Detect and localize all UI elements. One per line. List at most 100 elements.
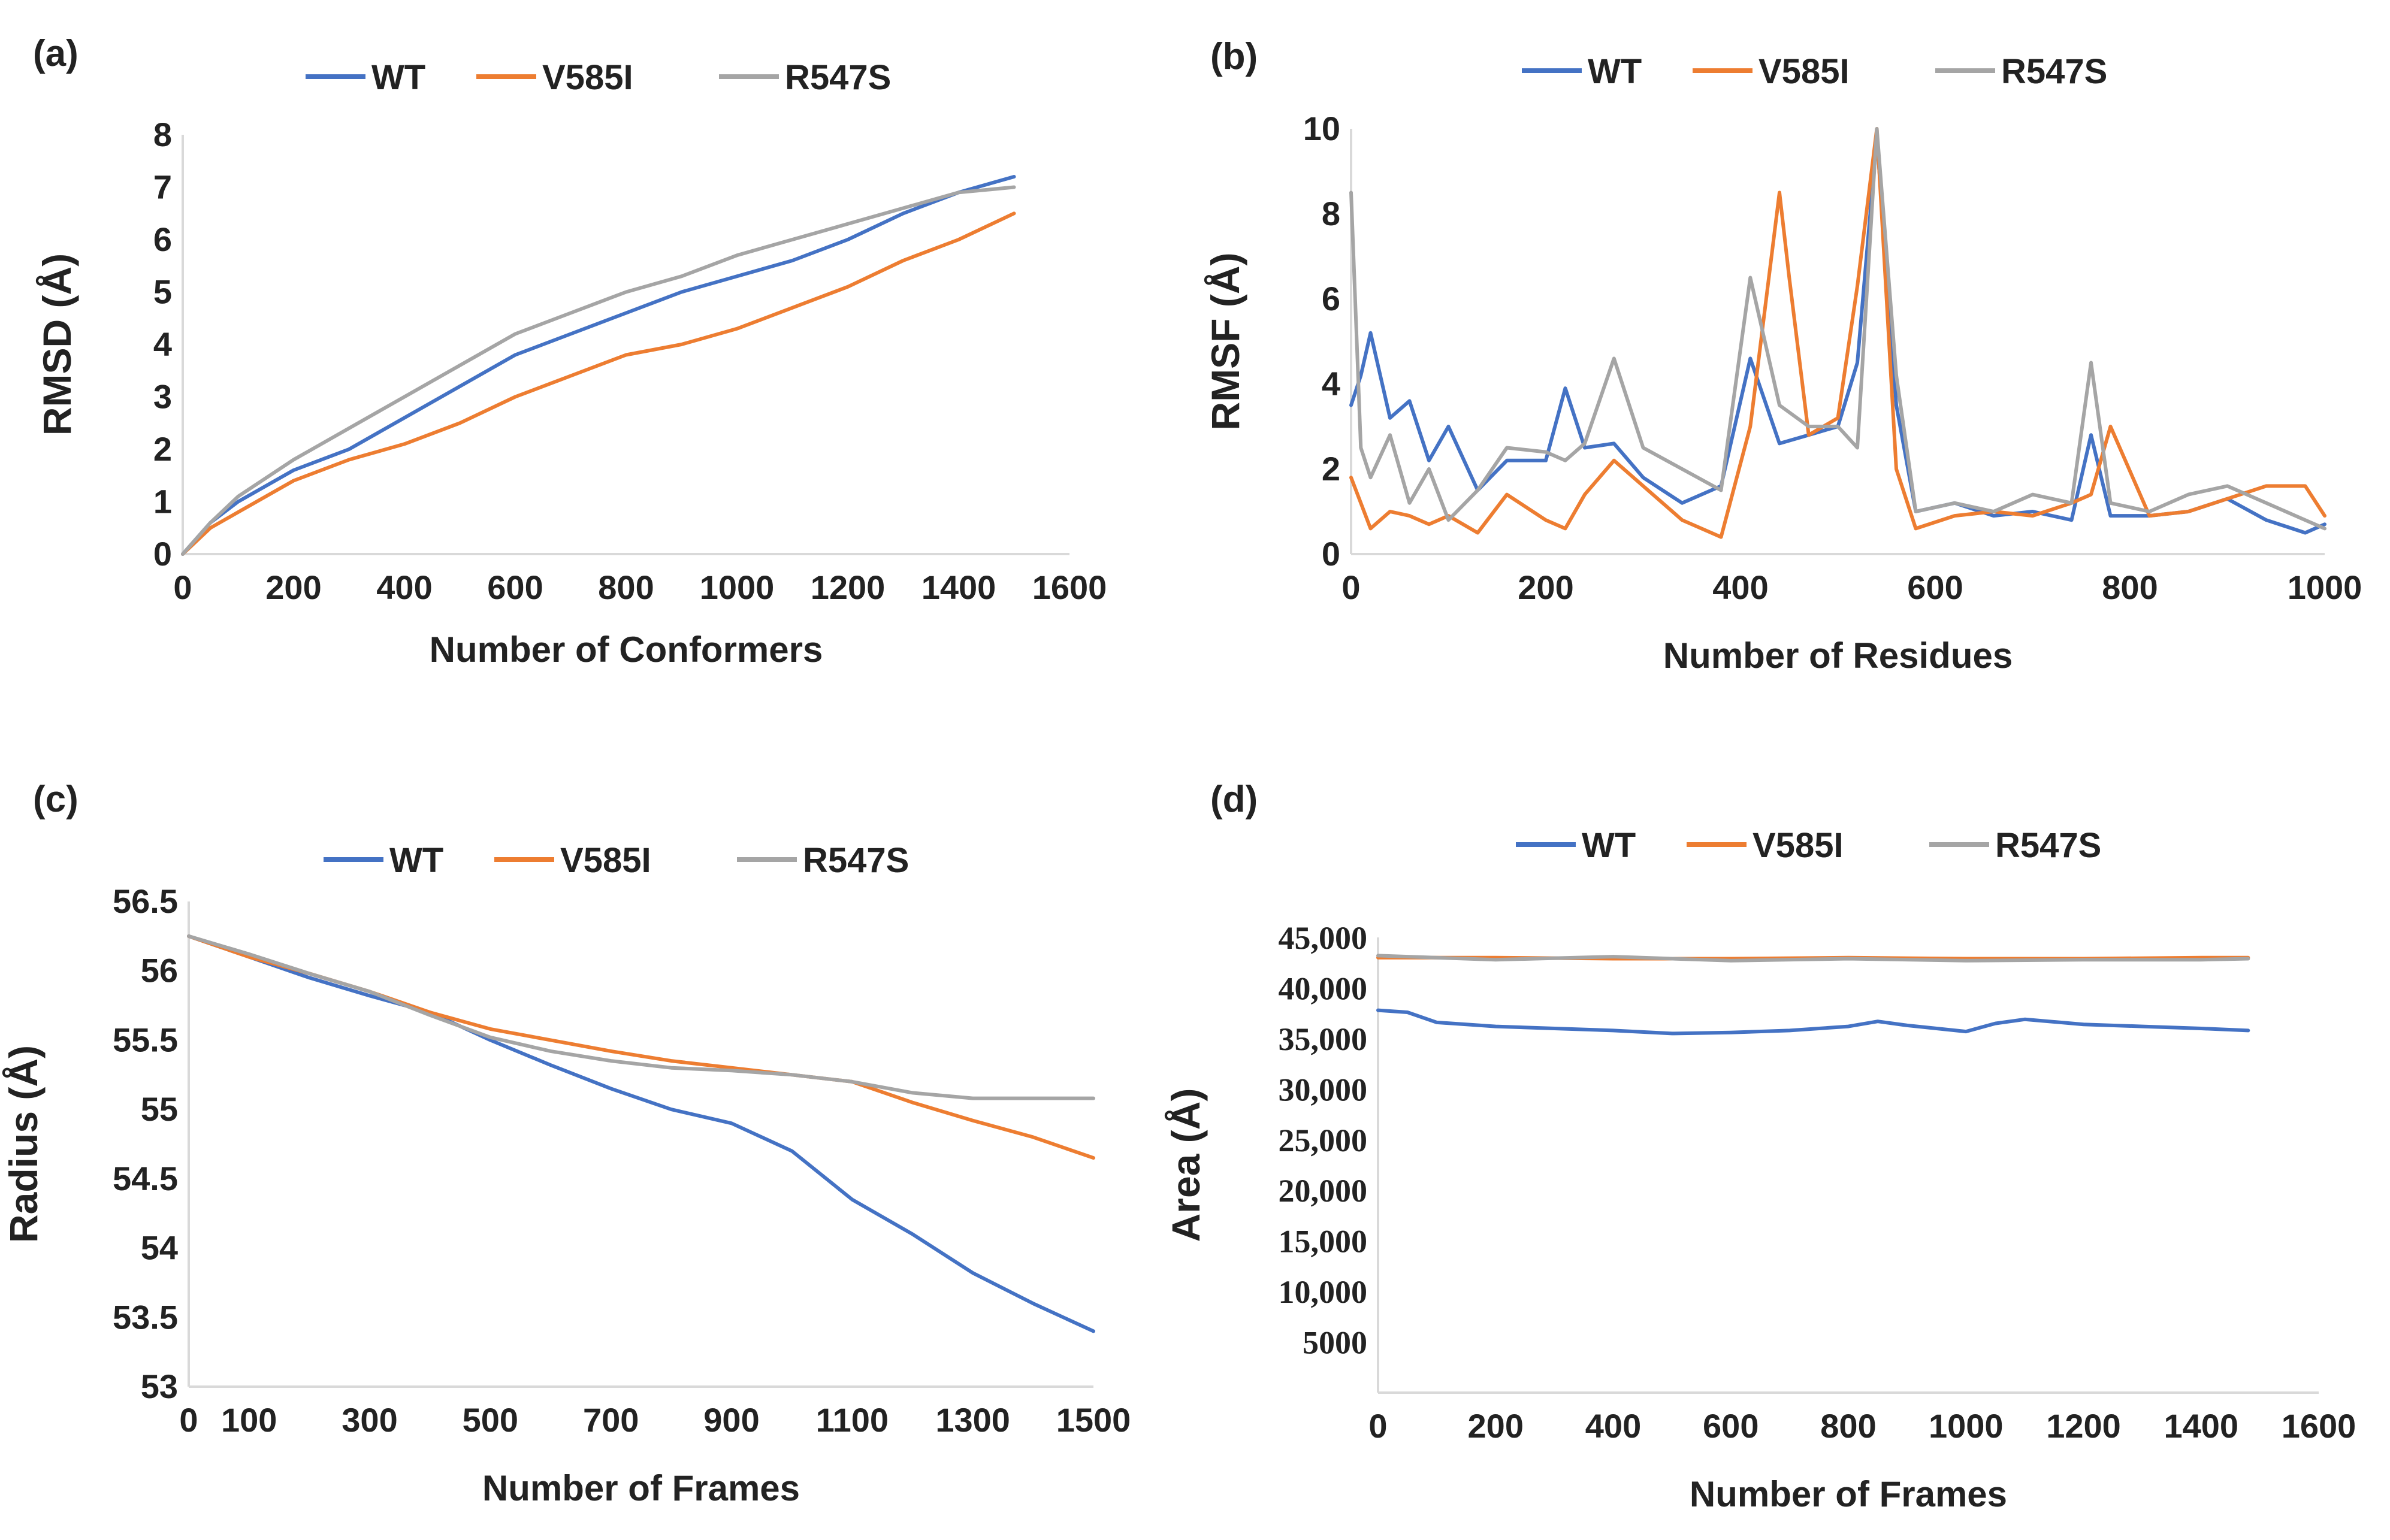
panel-b: (b) 0 200 400 600 800 1000 0 2 4 6 8 10 Number of Res… [1203, 36, 2362, 676]
y-axis-title: RMSF (Å) [1203, 253, 1247, 431]
x-tick-label: 200 [1518, 568, 1573, 606]
legend-label-r547s: R547S [803, 841, 909, 880]
panel-c: (c) 0 100 300 500 700 900 1100 1300 1500 53 53.5 54 5… [1, 779, 1131, 1508]
series-line-r547s [1349, 127, 2326, 531]
panel-label: (c) [33, 779, 78, 820]
legend-label-v585i: V585I [542, 58, 633, 97]
series-line-r547s [1376, 954, 2250, 963]
x-tick-label: 1200 [811, 568, 886, 606]
y-tick-label: 8 [153, 116, 172, 153]
legend-label-r547s: R547S [785, 58, 891, 97]
x-tick-label: 200 [265, 568, 321, 606]
x-tick-label: 1600 [2282, 1407, 2356, 1445]
y-tick-label: 10,000 [1279, 1274, 1368, 1310]
x-axis-title: Number of Residues [1663, 636, 2013, 676]
x-tick-label: 400 [1585, 1407, 1641, 1445]
legend-label-wt: WT [1588, 52, 1642, 91]
y-tick-label: 45,000 [1279, 920, 1368, 956]
series-line-wt [181, 175, 1016, 556]
y-tick-label: 35,000 [1279, 1021, 1368, 1057]
legend-label-wt: WT [1582, 826, 1636, 865]
x-tick-label: 0 [1341, 568, 1360, 606]
y-tick-label: 55 [141, 1090, 178, 1128]
series-line-wt [187, 934, 1095, 1333]
y-tick-label: 53.5 [113, 1298, 178, 1336]
y-tick-label: 0 [153, 535, 172, 573]
y-tick-label: 56.5 [113, 882, 178, 920]
y-tick-label: 25,000 [1279, 1123, 1368, 1158]
y-tick-label: 8 [1322, 195, 1340, 232]
x-tick-label: 0 [1368, 1407, 1387, 1445]
x-tick-label: 0 [173, 568, 192, 606]
x-tick-label: 600 [1703, 1407, 1758, 1445]
legend-label-r547s: R547S [1995, 826, 2101, 865]
x-tick-label: 600 [1907, 568, 1963, 606]
x-tick-label: 100 [221, 1401, 277, 1439]
y-tick-label: 55.5 [113, 1021, 178, 1058]
legend-label-v585i: V585I [1758, 52, 1850, 91]
x-tick-label: 300 [342, 1401, 397, 1439]
y-tick-label: 4 [153, 325, 172, 363]
x-axis-title: Number of Conformers [430, 630, 823, 670]
y-tick-label: 3 [153, 378, 172, 416]
x-tick-label: 200 [1468, 1407, 1524, 1445]
y-tick-label: 6 [1322, 280, 1340, 317]
x-tick-label: 1000 [700, 568, 775, 606]
x-tick-label: 1000 [2288, 568, 2362, 606]
x-axis-title: Number of Frames [482, 1468, 800, 1508]
x-tick-label: 1500 [1056, 1401, 1131, 1439]
x-tick-label: 700 [583, 1401, 639, 1439]
legend-label-v585i: V585I [560, 841, 651, 880]
x-tick-label: 1000 [1929, 1407, 2004, 1445]
y-axis-title: Radius (Å) [1, 1045, 46, 1243]
y-axis-title: RMSD (Å) [35, 253, 79, 435]
y-axis-title: Area (Å) [1164, 1088, 1208, 1242]
legend-label-wt: WT [389, 841, 443, 880]
series-line-v585i [181, 211, 1016, 556]
x-tick-label: 1400 [2164, 1407, 2238, 1445]
series-line-r547s [187, 934, 1095, 1100]
panel-label: (a) [33, 33, 78, 74]
y-tick-label: 54 [141, 1229, 178, 1267]
y-tick-label: 15,000 [1279, 1224, 1368, 1260]
y-tick-label: 30,000 [1279, 1072, 1368, 1108]
x-tick-label: 400 [376, 568, 432, 606]
panel-a: (a) 0 200 400 600 800 1000 1200 1400 1600 0 1 2 3 4 5 6 7… [33, 33, 1107, 670]
y-tick-label: 7 [153, 168, 172, 206]
x-tick-label: 500 [463, 1401, 518, 1439]
y-tick-label: 20,000 [1279, 1173, 1368, 1209]
y-tick-label: 40,000 [1279, 970, 1368, 1006]
y-tick-label: 10 [1303, 110, 1340, 147]
y-tick-label: 1 [153, 483, 172, 521]
series-line-wt [1349, 135, 2326, 535]
x-tick-label: 1400 [921, 568, 996, 606]
x-tick-label: 800 [598, 568, 654, 606]
panel-d: (d) 0 200 400 600 800 1000 1200 1400 1600 5000 10,0… [1164, 779, 2356, 1514]
series-line-r547s [181, 185, 1016, 556]
y-tick-label: 5 [153, 273, 172, 311]
panel-label: (d) [1210, 779, 1258, 820]
x-tick-label: 1600 [1032, 568, 1107, 606]
x-tick-label: 800 [1820, 1407, 1876, 1445]
y-tick-label: 56 [141, 952, 178, 990]
x-tick-label: 1200 [2046, 1407, 2121, 1445]
y-tick-label: 5000 [1303, 1325, 1367, 1361]
y-tick-label: 2 [1322, 450, 1340, 488]
y-tick-label: 53 [141, 1367, 178, 1405]
series-line-wt [1376, 1008, 2250, 1036]
x-axis-title: Number of Frames [1690, 1474, 2007, 1514]
x-tick-label: 1100 [816, 1401, 889, 1439]
y-tick-label: 6 [153, 220, 172, 258]
legend-label-wt: WT [371, 58, 425, 97]
x-tick-label: 400 [1712, 568, 1768, 606]
legend-label-v585i: V585I [1753, 826, 1844, 865]
legend-label-r547s: R547S [2001, 52, 2107, 91]
x-tick-label: 900 [703, 1401, 759, 1439]
y-tick-label: 4 [1322, 365, 1340, 403]
y-tick-label: 0 [1322, 535, 1340, 573]
y-tick-label: 54.5 [113, 1160, 178, 1197]
x-tick-label: 800 [2102, 568, 2158, 606]
x-tick-label: 0 [179, 1401, 198, 1439]
